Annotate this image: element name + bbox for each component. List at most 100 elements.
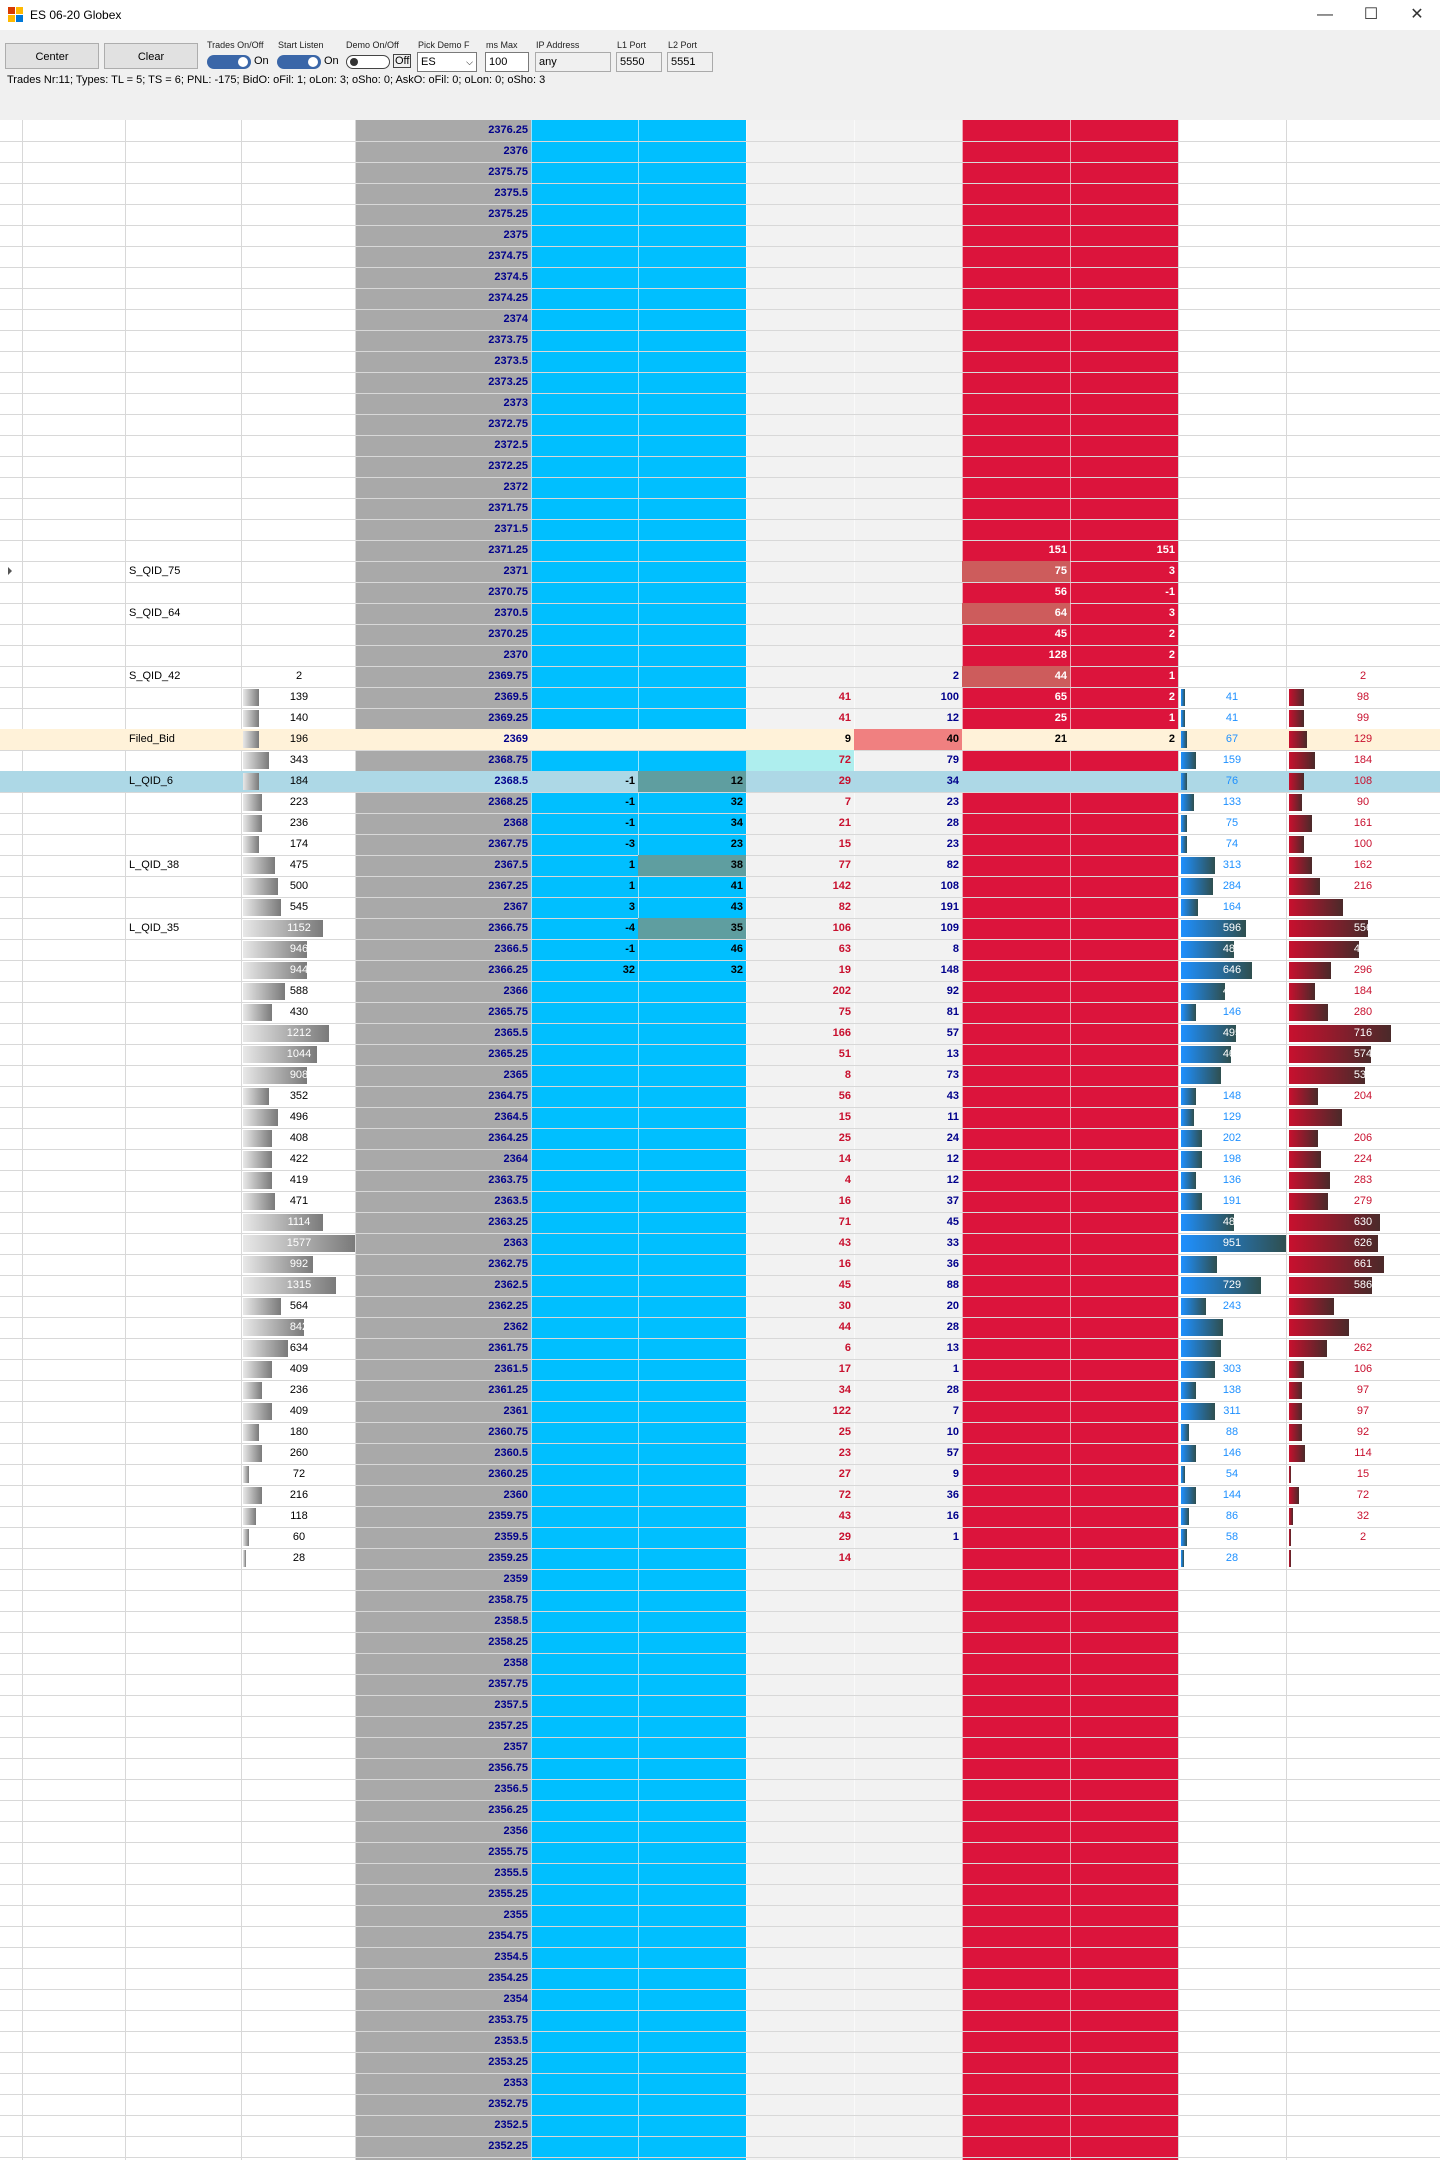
ladder-row[interactable]: 1315 2362.5 45 88 729 586 (0, 1275, 1440, 1296)
ask-cell[interactable]: 44 (962, 666, 1070, 687)
ladder-row[interactable]: S_QID_64 2370.5 64 3 (0, 603, 1440, 624)
bid-cell[interactable]: 1 (628, 880, 635, 892)
pick-demo-select[interactable]: ES ⌵ (417, 52, 477, 72)
price-cell[interactable]: 2354.25 (488, 1972, 528, 1984)
l1-port-input[interactable]: 5550 (616, 52, 662, 72)
bid-size-cell[interactable]: 35 (638, 918, 746, 939)
bid-cell[interactable] (531, 729, 638, 750)
bid-size-cell[interactable]: 38 (638, 855, 746, 876)
ladder-row[interactable]: 28 2359.25 14 28 (0, 1548, 1440, 1569)
price-cell[interactable]: 2370.5 (494, 607, 528, 619)
price-cell[interactable]: 2368.75 (488, 754, 528, 766)
price-cell[interactable]: 2375.5 (494, 187, 528, 199)
price-cell[interactable]: 2369 (355, 729, 531, 750)
ladder-row[interactable]: 2353.75 (0, 2010, 1440, 2031)
bid-cell[interactable]: 3 (628, 901, 635, 913)
price-cell[interactable]: 2373 (503, 397, 528, 409)
price-cell[interactable]: 2375.25 (488, 208, 528, 220)
bid-size-cell[interactable] (638, 729, 746, 750)
price-cell[interactable]: 2375 (503, 229, 528, 241)
bid-cell[interactable]: -1 (625, 943, 635, 955)
price-cell[interactable]: 2360 (503, 1489, 528, 1501)
ladder-row[interactable]: 2371.5 (0, 519, 1440, 540)
ladder-row[interactable]: 2370.75 56 -1 (0, 582, 1440, 603)
ladder-row[interactable]: 564 2362.25 30 20 243 321 (0, 1296, 1440, 1317)
ladder-row[interactable]: 118 2359.75 43 16 86 32 (0, 1506, 1440, 1527)
bid-cell[interactable]: 32 (622, 964, 635, 976)
ladder-row[interactable]: 343 2368.75 72 79 159 184 (0, 750, 1440, 771)
ask-size-cell[interactable]: 3 (1168, 607, 1175, 619)
price-cell[interactable]: 2362 (503, 1321, 528, 1333)
ladder-row[interactable]: 2358 (0, 1653, 1440, 1674)
price-cell[interactable]: 2360.5 (494, 1447, 528, 1459)
bid-size-cell[interactable]: 34 (730, 817, 743, 829)
price-cell[interactable]: 2359 (503, 1573, 528, 1585)
ladder-row[interactable]: 2359 (0, 1569, 1440, 1590)
price-cell[interactable]: 2365.25 (488, 1048, 528, 1060)
ladder-row[interactable]: 496 2364.5 15 11 129 364 (0, 1107, 1440, 1128)
price-cell[interactable]: 2356.25 (488, 1804, 528, 1816)
ladder-row[interactable]: S_QID_42 2 2369.75 2 44 1 2 (0, 666, 1440, 687)
price-cell[interactable]: 2354 (503, 1993, 528, 2005)
ladder-row[interactable]: 2358.75 (0, 1590, 1440, 1611)
bid-cell[interactable]: -1 (531, 771, 638, 792)
ladder-row[interactable]: 2372 (0, 477, 1440, 498)
price-cell[interactable]: 2364 (503, 1153, 528, 1165)
ladder-row[interactable]: 545 2367 3 43 82 191 164 381 (0, 897, 1440, 918)
ask-size-cell[interactable]: 1 (1168, 712, 1175, 724)
price-cell[interactable]: 2371.5 (494, 523, 528, 535)
price-cell[interactable]: 2365.5 (494, 1027, 528, 1039)
price-cell[interactable]: 2367 (503, 901, 528, 913)
price-cell[interactable]: 2361.5 (494, 1363, 528, 1375)
ladder-row[interactable]: 422 2364 14 12 198 224 (0, 1149, 1440, 1170)
ladder-row[interactable]: 2375.5 (0, 183, 1440, 204)
ladder-row[interactable]: 992 2362.75 16 36 331 661 (0, 1254, 1440, 1275)
ask-cell[interactable]: 25 (1054, 712, 1067, 724)
ladder-row[interactable]: 944 2366.25 32 32 19 148 646 296 (0, 960, 1440, 981)
price-cell[interactable]: 2362.25 (488, 1300, 528, 1312)
ladder-row[interactable]: 2357 (0, 1737, 1440, 1758)
ladder-row[interactable]: 2352.5 (0, 2115, 1440, 2136)
price-cell[interactable]: 2354.75 (488, 1930, 528, 1942)
price-cell[interactable]: 2360.75 (488, 1426, 528, 1438)
price-cell[interactable]: 2368.25 (488, 796, 528, 808)
ladder-row[interactable]: 409 2361 122 7 311 97 (0, 1401, 1440, 1422)
ask-size-cell[interactable]: 2 (1168, 628, 1175, 640)
ladder-row[interactable]: 216 2360 72 36 144 72 (0, 1485, 1440, 1506)
ladder-row[interactable]: L_QID_6 184 2368.5 -1 12 29 34 76 108 (0, 771, 1440, 792)
price-cell[interactable]: 2367.5 (494, 859, 528, 871)
ladder-row[interactable]: 2356.75 (0, 1758, 1440, 1779)
ladder-row[interactable]: 419 2363.75 4 12 136 283 (0, 1170, 1440, 1191)
ladder-row[interactable]: 2356.5 (0, 1779, 1440, 1800)
ladder-row[interactable]: Filed_Bid 196 2369 9 40 21 2 67 129 (0, 729, 1440, 750)
ladder-row[interactable]: 430 2365.75 75 81 146 280 (0, 1002, 1440, 1023)
ladder-row[interactable]: 2375.75 (0, 162, 1440, 183)
ladder-row[interactable]: 2356 (0, 1821, 1440, 1842)
ladder-row[interactable]: 1114 2363.25 71 45 484 630 (0, 1212, 1440, 1233)
ladder-row[interactable]: 2355.5 (0, 1863, 1440, 1884)
ladder-row[interactable]: 352 2364.75 56 43 148 204 (0, 1086, 1440, 1107)
center-button[interactable]: Center (5, 43, 99, 69)
price-cell[interactable]: 2372 (503, 481, 528, 493)
ladder-row[interactable]: 2372.75 (0, 414, 1440, 435)
price-cell[interactable]: 2359.5 (494, 1531, 528, 1543)
price-cell[interactable]: 2366.25 (488, 964, 528, 976)
trades-toggle[interactable] (207, 55, 251, 69)
price-cell[interactable]: 2352.25 (488, 2140, 528, 2152)
ladder-row[interactable]: 140 2369.25 41 12 25 1 41 99 (0, 708, 1440, 729)
ladder-row[interactable]: 2353.5 (0, 2031, 1440, 2052)
ladder-row[interactable]: 2352.75 (0, 2094, 1440, 2115)
ladder-row[interactable]: 2373.75 (0, 330, 1440, 351)
ladder-row[interactable]: 471 2363.5 16 37 191 279 (0, 1191, 1440, 1212)
bid-size-cell[interactable]: 41 (730, 880, 743, 892)
price-cell[interactable]: 2366.75 (488, 922, 528, 934)
price-cell[interactable]: 2367.25 (488, 880, 528, 892)
ladder-row[interactable]: 2371.75 (0, 498, 1440, 519)
price-cell[interactable]: 2369.5 (494, 691, 528, 703)
ladder-row[interactable]: 2357.5 (0, 1695, 1440, 1716)
ladder-row[interactable]: 2354.25 (0, 1968, 1440, 1989)
ladder-row[interactable]: 500 2367.25 1 41 142 108 284 216 (0, 876, 1440, 897)
price-cell[interactable]: 2354.5 (494, 1951, 528, 1963)
price-ladder-grid[interactable]: 2376.25 2376 2375.75 2375.5 2375.25 2375 2374.… (0, 120, 1440, 2160)
minimize-button[interactable]: — (1317, 6, 1333, 23)
